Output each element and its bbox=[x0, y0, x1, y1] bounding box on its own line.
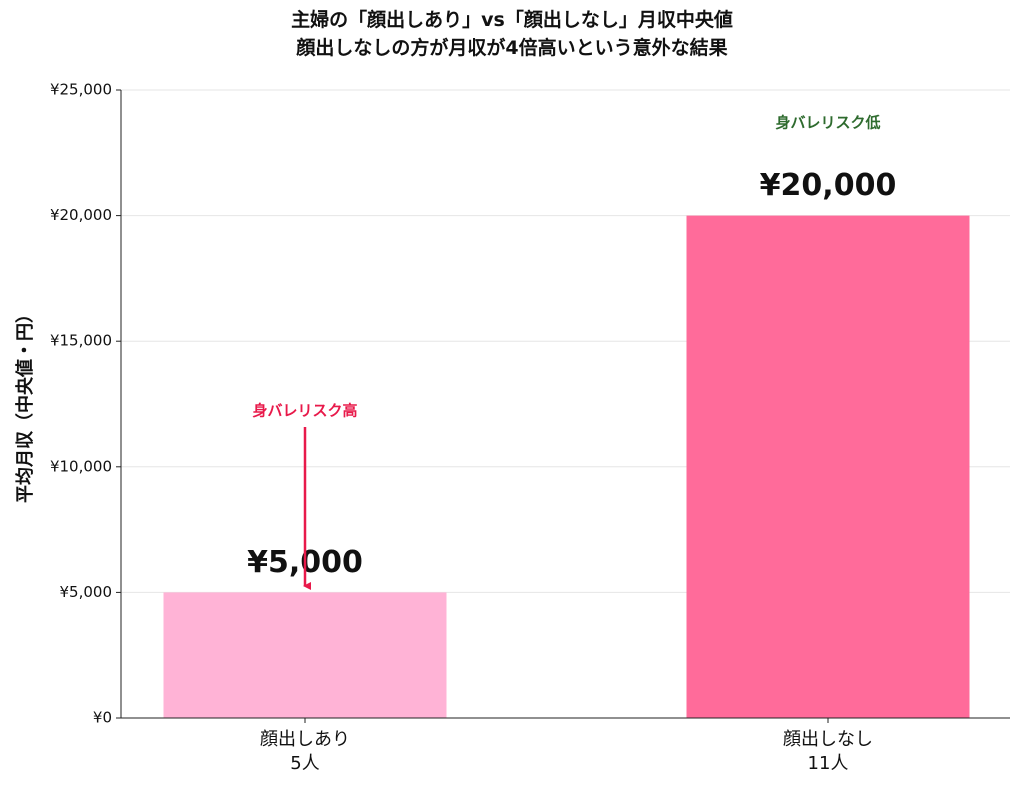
annotation: 身バレリスク高 bbox=[252, 402, 357, 420]
y-axis-label: 平均月収（中央値・円） bbox=[14, 305, 36, 503]
y-tick-label: ¥20,000 bbox=[50, 206, 112, 224]
chart-title: 主婦の「顔出しあり」vs「顔出しなし」月収中央値 顔出しなしの方が月収が4倍高い… bbox=[291, 9, 733, 59]
y-tick-label: ¥15,000 bbox=[50, 332, 112, 350]
x-tick-label: 顔出しあり 5人 bbox=[260, 729, 350, 774]
y-tick-label: ¥5,000 bbox=[60, 583, 113, 601]
y-tick-label: ¥25,000 bbox=[50, 81, 112, 99]
y-tick-label: ¥10,000 bbox=[50, 457, 112, 475]
x-tick-label: 顔出しなし 11人 bbox=[783, 729, 873, 774]
y-tick-label: ¥0 bbox=[93, 709, 112, 727]
value-label: ¥20,000 bbox=[760, 168, 897, 203]
bar bbox=[686, 215, 970, 718]
annotation: 身バレリスク低 bbox=[775, 114, 880, 132]
bar bbox=[163, 592, 447, 718]
